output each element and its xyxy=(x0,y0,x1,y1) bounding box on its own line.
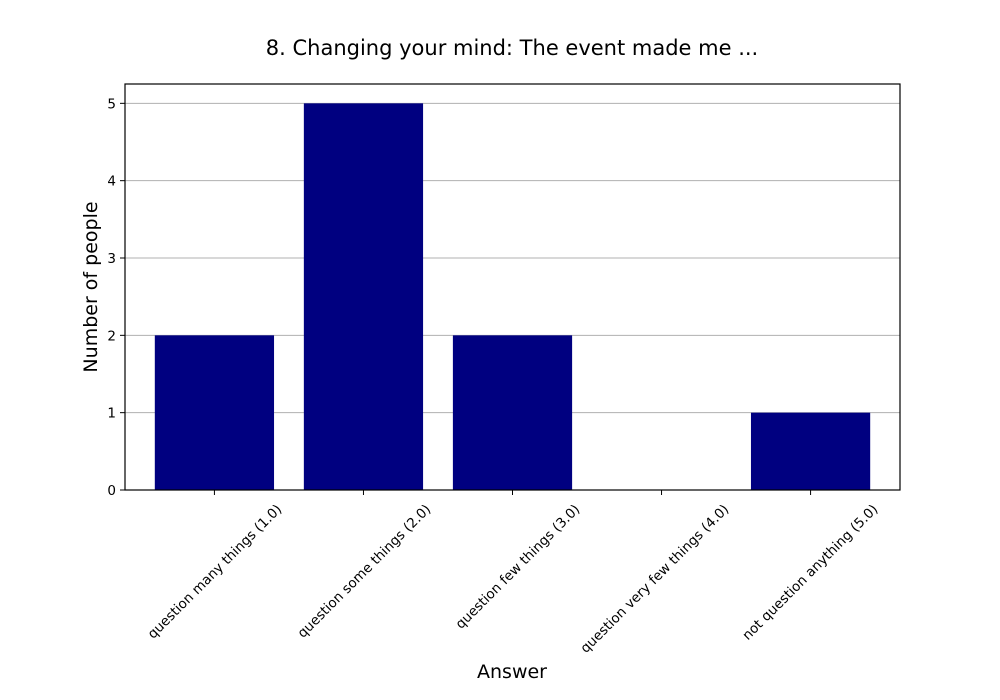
bar-5 xyxy=(750,412,871,490)
y-tick-label: 5 xyxy=(107,96,116,112)
bar-3 xyxy=(452,335,573,490)
y-tick-label: 0 xyxy=(107,483,116,499)
chart-title: 8. Changing your mind: The event made me… xyxy=(266,36,758,60)
y-tick-label: 4 xyxy=(107,174,116,190)
y-axis-ticks: 0 1 2 3 4 5 xyxy=(107,96,125,499)
x-axis-label: Answer xyxy=(477,661,547,683)
bar-2 xyxy=(303,103,424,490)
y-tick-label: 3 xyxy=(107,251,116,267)
bars xyxy=(154,103,871,490)
y-tick-label: 2 xyxy=(107,328,116,344)
y-axis-label: Number of people xyxy=(80,201,102,372)
bar-1 xyxy=(154,335,275,490)
y-tick-label: 1 xyxy=(107,406,116,422)
